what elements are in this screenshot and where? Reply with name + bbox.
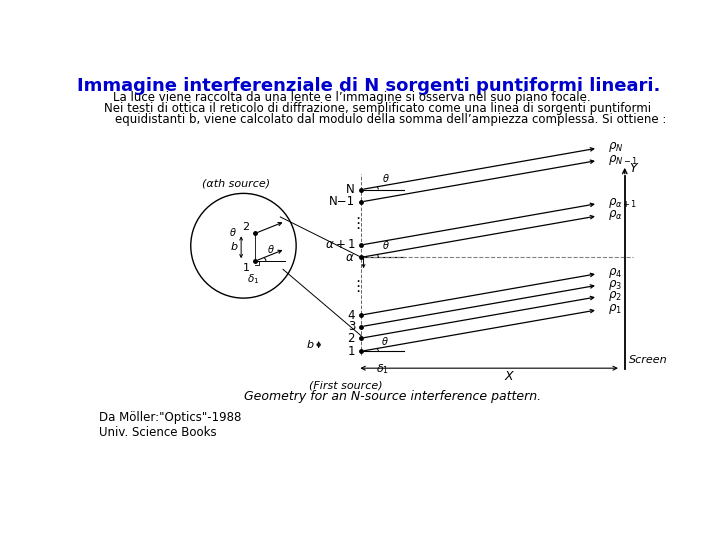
Text: $\alpha$: $\alpha$ — [346, 251, 355, 264]
Text: $\rho_\alpha$: $\rho_\alpha$ — [608, 208, 623, 222]
Text: $\theta$: $\theta$ — [266, 243, 274, 255]
Text: Immagine interferenziale di N sorgenti puntiformi lineari.: Immagine interferenziale di N sorgenti p… — [77, 77, 661, 95]
Text: Da Möller:"Optics"-1988
Univ. Science Books: Da Möller:"Optics"-1988 Univ. Science Bo… — [99, 411, 242, 440]
Text: 1: 1 — [348, 345, 355, 357]
Text: X: X — [504, 370, 513, 383]
Text: b: b — [231, 242, 238, 252]
Text: 1: 1 — [243, 262, 250, 273]
Text: $\rho_2$: $\rho_2$ — [608, 289, 621, 303]
Text: ⋮: ⋮ — [351, 279, 366, 294]
Text: Geometry for an N-source interference pattern.: Geometry for an N-source interference pa… — [243, 390, 541, 403]
Text: (αth source): (αth source) — [202, 178, 270, 188]
Text: $\theta$: $\theta$ — [381, 335, 388, 347]
Text: La luce viene raccolta da una lente e l’immagine si osserva nel suo piano focale: La luce viene raccolta da una lente e l’… — [113, 91, 591, 104]
Text: Y: Y — [629, 162, 637, 176]
Text: equidistanti b, viene calcolato dal modulo della somma dell’ampiezza complessa. : equidistanti b, viene calcolato dal modu… — [114, 112, 666, 125]
Text: $\delta_1$: $\delta_1$ — [248, 272, 260, 286]
Text: N−1: N−1 — [329, 195, 355, 208]
Text: $\rho_4$: $\rho_4$ — [608, 266, 622, 280]
Text: $\rho_N$: $\rho_N$ — [608, 140, 623, 154]
Text: $\rho_3$: $\rho_3$ — [608, 278, 621, 292]
Text: Nei testi di ottica il reticolo di diffrazione, semplificato come una linea di s: Nei testi di ottica il reticolo di diffr… — [104, 102, 651, 115]
Text: $\theta$: $\theta$ — [382, 239, 390, 251]
Text: 4: 4 — [348, 308, 355, 321]
Text: 2: 2 — [243, 222, 250, 232]
Text: $\rho_{\alpha+1}$: $\rho_{\alpha+1}$ — [608, 196, 637, 210]
Text: $\delta_1$: $\delta_1$ — [377, 362, 390, 376]
Text: 2: 2 — [348, 332, 355, 345]
Text: b: b — [307, 340, 314, 350]
Text: $\theta$: $\theta$ — [230, 226, 238, 238]
Text: $\rho_{N-1}$: $\rho_{N-1}$ — [608, 153, 638, 167]
Text: 3: 3 — [348, 320, 355, 333]
Text: $\alpha+1$: $\alpha+1$ — [325, 239, 355, 252]
Text: (First source): (First source) — [309, 381, 382, 390]
Text: ⋮: ⋮ — [351, 216, 366, 231]
Text: N: N — [346, 183, 355, 196]
Text: $\rho_1$: $\rho_1$ — [608, 302, 621, 316]
Text: Screen: Screen — [629, 355, 668, 365]
Text: $\theta$: $\theta$ — [382, 172, 390, 184]
